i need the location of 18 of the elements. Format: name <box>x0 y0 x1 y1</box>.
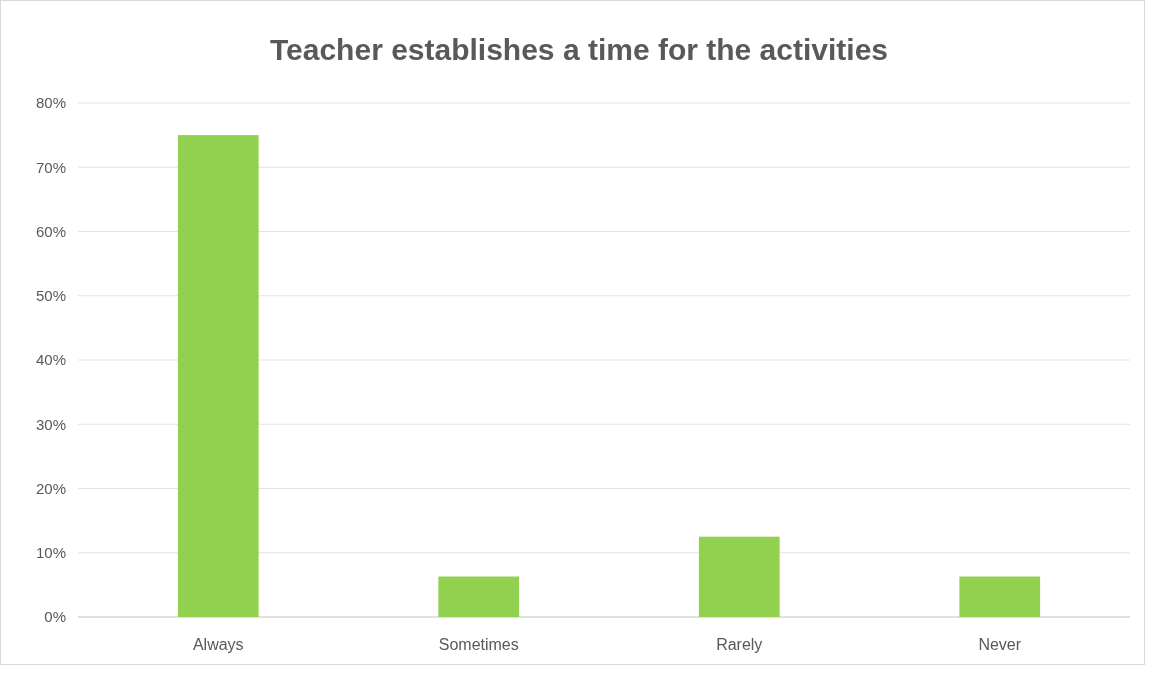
y-tick-label: 50% <box>35 287 66 304</box>
y-tick-label: 70% <box>35 158 66 176</box>
y-tick-label: 30% <box>35 415 66 433</box>
y-tick-label: 0% <box>44 608 66 626</box>
bar <box>438 576 520 617</box>
bar <box>959 576 1041 617</box>
y-tick-label: 80% <box>35 94 66 112</box>
bar <box>177 135 259 617</box>
bar <box>698 536 780 617</box>
x-tick-label: Never <box>978 636 1022 653</box>
chart-title: Teacher establishes a time for the activities <box>269 33 889 66</box>
y-tick-label: 60% <box>35 222 66 240</box>
y-tick-label: 40% <box>35 351 66 369</box>
y-tick-label: 10% <box>35 544 66 561</box>
x-tick-label: Always <box>192 636 244 653</box>
y-tick-label: 20% <box>35 479 66 497</box>
x-tick-label: Rarely <box>716 636 763 653</box>
x-tick-label: Sometimes <box>438 636 519 653</box>
